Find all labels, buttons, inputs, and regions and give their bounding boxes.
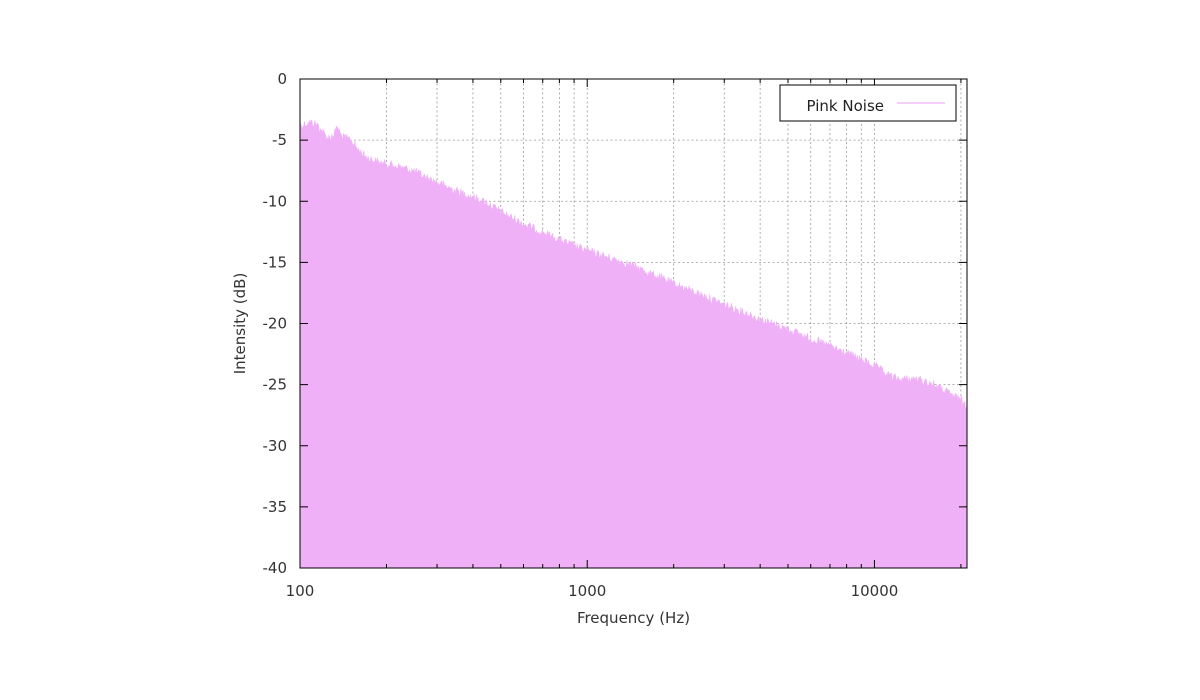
y-tick-label: -20 [263, 315, 288, 333]
y-tick-label: -25 [263, 376, 288, 394]
series-area-layer [299, 119, 968, 569]
y-tick-label: 0 [277, 70, 287, 88]
y-tick-label: -5 [272, 131, 287, 149]
x-tick-label: 1000 [568, 582, 606, 600]
y-tick-label: -40 [263, 559, 288, 577]
x-tick-label: 100 [286, 582, 315, 600]
legend-label: Pink Noise [807, 97, 884, 115]
series-area [299, 119, 968, 569]
y-tick-label: -30 [263, 437, 288, 455]
legend: Pink Noise [779, 84, 957, 122]
y-tick-label: -35 [263, 498, 288, 516]
y-tick-label: -15 [263, 253, 288, 271]
x-tick-label: 10000 [851, 582, 899, 600]
y-axis: 0 -5 -10 -15 -20 -25 -30 -35 -40 [263, 70, 967, 577]
y-tick-label: -10 [263, 192, 288, 210]
x-axis-title: Frequency (Hz) [577, 609, 690, 627]
y-axis-title: Intensity (dB) [231, 273, 249, 375]
x-axis: 100 1000 10000 [286, 79, 962, 600]
